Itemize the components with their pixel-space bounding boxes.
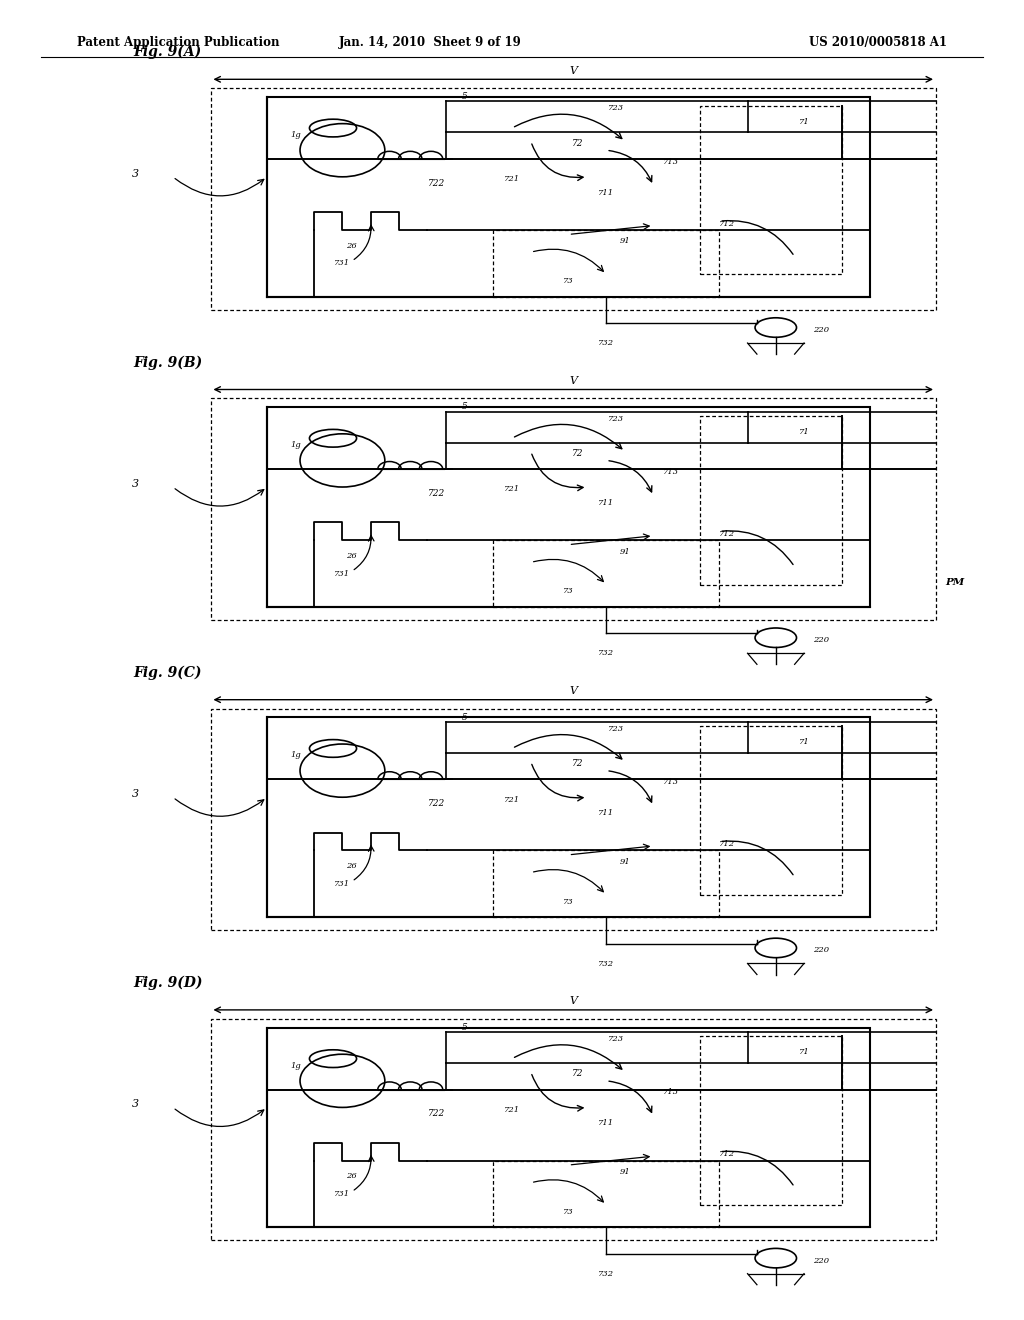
Text: 721: 721 — [504, 1106, 520, 1114]
Text: 220: 220 — [813, 946, 829, 954]
Text: V: V — [569, 376, 578, 385]
Text: 712: 712 — [719, 840, 735, 847]
Text: 71: 71 — [799, 738, 809, 746]
Text: 71: 71 — [799, 1048, 809, 1056]
Text: 72: 72 — [572, 759, 584, 768]
Text: 220: 220 — [813, 1257, 829, 1265]
Text: 732: 732 — [598, 339, 614, 347]
Text: Fig. 9(A): Fig. 9(A) — [133, 45, 202, 59]
Text: 732: 732 — [598, 1270, 614, 1278]
Text: 72: 72 — [572, 139, 584, 148]
Text: 732: 732 — [598, 960, 614, 968]
Text: 721: 721 — [504, 796, 520, 804]
Text: 712: 712 — [719, 529, 735, 537]
Text: 1g: 1g — [290, 131, 301, 139]
Text: 1g: 1g — [290, 441, 301, 449]
Text: 220: 220 — [813, 636, 829, 644]
Text: 712: 712 — [719, 219, 735, 227]
Text: 91: 91 — [620, 858, 631, 866]
Text: 73: 73 — [563, 277, 573, 285]
Text: 722: 722 — [428, 1109, 445, 1118]
Text: V: V — [569, 997, 578, 1006]
Text: 5: 5 — [462, 713, 468, 722]
Text: 1g: 1g — [290, 1061, 301, 1069]
Text: 711: 711 — [598, 189, 614, 197]
Text: 713: 713 — [663, 777, 679, 785]
Text: 723: 723 — [607, 414, 624, 422]
Text: 91: 91 — [620, 1168, 631, 1176]
Text: 72: 72 — [572, 449, 584, 458]
Text: 1g: 1g — [290, 751, 301, 759]
Text: 712: 712 — [719, 1150, 735, 1158]
Text: 91: 91 — [620, 238, 631, 246]
Text: 722: 722 — [428, 799, 445, 808]
Text: 73: 73 — [563, 587, 573, 595]
Text: Fig. 9(B): Fig. 9(B) — [133, 355, 203, 370]
Text: 713: 713 — [663, 1088, 679, 1096]
Text: 5: 5 — [462, 92, 468, 102]
Text: Patent Application Publication: Patent Application Publication — [77, 36, 280, 49]
Text: 722: 722 — [428, 488, 445, 498]
Text: 73: 73 — [563, 1208, 573, 1216]
Text: 71: 71 — [799, 117, 809, 125]
Text: 5: 5 — [462, 403, 468, 412]
Text: 91: 91 — [620, 548, 631, 556]
Text: Jan. 14, 2010  Sheet 9 of 19: Jan. 14, 2010 Sheet 9 of 19 — [339, 36, 521, 49]
Text: 220: 220 — [813, 326, 829, 334]
Text: 72: 72 — [572, 1069, 584, 1078]
Text: 3: 3 — [132, 1100, 138, 1109]
Text: 26: 26 — [346, 862, 357, 870]
Text: 721: 721 — [504, 486, 520, 494]
Text: Fig. 9(C): Fig. 9(C) — [133, 665, 202, 680]
Text: 731: 731 — [335, 1191, 350, 1199]
Text: 711: 711 — [598, 1119, 614, 1127]
Text: 5: 5 — [462, 1023, 468, 1032]
Text: 723: 723 — [607, 1035, 624, 1043]
Text: 26: 26 — [346, 242, 357, 249]
Text: 3: 3 — [132, 479, 138, 488]
Text: 3: 3 — [132, 169, 138, 178]
Text: 732: 732 — [598, 649, 614, 657]
Text: V: V — [569, 66, 578, 75]
Text: 713: 713 — [663, 157, 679, 165]
Text: 731: 731 — [335, 570, 350, 578]
Text: 26: 26 — [346, 552, 357, 560]
Text: 26: 26 — [346, 1172, 357, 1180]
Text: 3: 3 — [132, 789, 138, 799]
Text: 71: 71 — [799, 428, 809, 436]
Text: 721: 721 — [504, 176, 520, 183]
Text: PM: PM — [945, 578, 965, 586]
Text: 711: 711 — [598, 809, 614, 817]
Text: 731: 731 — [335, 880, 350, 888]
Text: 722: 722 — [428, 178, 445, 187]
Text: V: V — [569, 686, 578, 696]
Text: 713: 713 — [663, 467, 679, 475]
Text: 723: 723 — [607, 104, 624, 112]
Text: 723: 723 — [607, 725, 624, 733]
Text: 731: 731 — [335, 260, 350, 268]
Text: US 2010/0005818 A1: US 2010/0005818 A1 — [809, 36, 947, 49]
Text: Fig. 9(D): Fig. 9(D) — [133, 975, 203, 990]
Text: 73: 73 — [563, 898, 573, 906]
Text: 711: 711 — [598, 499, 614, 507]
